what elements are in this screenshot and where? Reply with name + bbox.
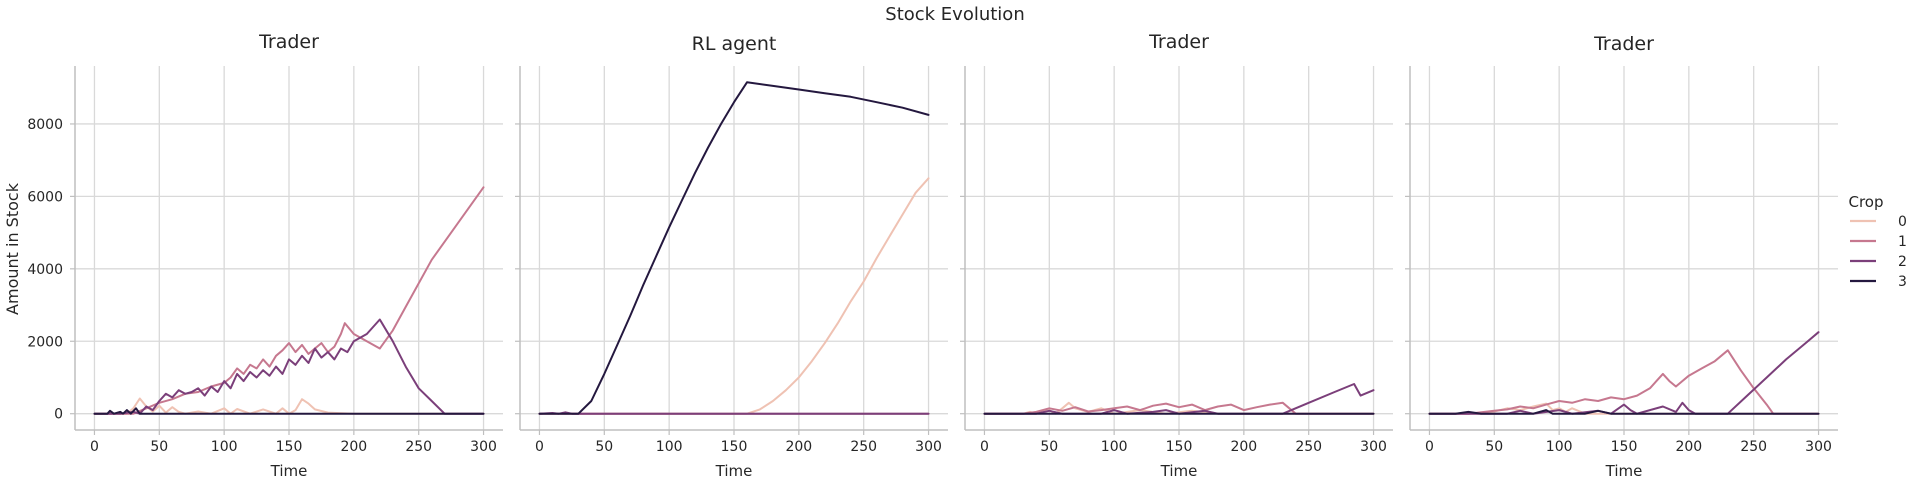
panel-title: Trader bbox=[1593, 33, 1654, 55]
x-tick-label: 200 bbox=[340, 439, 367, 455]
chart-panel-0: 0 50 100 150 200 250 300 0 2000 4000 6000 8000 Trade… bbox=[27, 31, 503, 480]
series-line-crop-3 bbox=[538, 81, 930, 415]
series-line-crop-3 bbox=[93, 407, 485, 415]
x-tick-label: 150 bbox=[276, 439, 303, 455]
x-tick-label: 200 bbox=[1675, 439, 1702, 455]
chart-panel-3: 0 50 100 150 200 250 300 Trader Time bbox=[1405, 33, 1838, 480]
chart-panels: 0 50 100 150 200 250 30002000400060008000Trade… bbox=[27, 31, 1838, 480]
x-tick-label: 250 bbox=[850, 439, 877, 455]
x-tick-label: 250 bbox=[405, 439, 432, 455]
legend-label-crop-2: 2 bbox=[1898, 254, 1907, 270]
figure-suptitle: Stock Evolution bbox=[885, 4, 1024, 25]
x-axis-label: Time bbox=[715, 462, 753, 480]
x-tick-label: 250 bbox=[1295, 439, 1322, 455]
series-line-crop-2 bbox=[93, 318, 485, 415]
legend-label-crop-3: 3 bbox=[1898, 274, 1907, 290]
x-tick-label: 300 bbox=[915, 439, 942, 455]
panel-title: RL agent bbox=[692, 33, 777, 55]
y-axis-label: Amount in Stock bbox=[3, 182, 22, 315]
x-tick-label: 50 bbox=[150, 439, 168, 455]
panel-title: Trader bbox=[258, 31, 319, 53]
x-tick-label: 0 bbox=[980, 439, 989, 455]
y-tick-label: 6000 bbox=[27, 189, 63, 205]
x-tick-label: 100 bbox=[1546, 439, 1573, 455]
legend-title: Crop bbox=[1848, 193, 1883, 211]
x-tick-label: 150 bbox=[1611, 439, 1638, 455]
chart-panel-1: 0 50 100 150 200 250 300 RL agent Time bbox=[515, 33, 948, 480]
x-tick-label: 0 bbox=[535, 439, 544, 455]
x-tick-label: 0 bbox=[1425, 439, 1434, 455]
x-tick-label: 300 bbox=[1805, 439, 1832, 455]
x-tick-label: 100 bbox=[656, 439, 683, 455]
x-tick-label: 150 bbox=[1166, 439, 1193, 455]
series-line-crop-2 bbox=[1428, 331, 1820, 415]
panel-title: Trader bbox=[1148, 31, 1209, 53]
x-axis-label: Time bbox=[1160, 462, 1198, 480]
y-tick-label: 4000 bbox=[27, 262, 63, 278]
x-tick-label: 50 bbox=[595, 439, 613, 455]
x-tick-label: 250 bbox=[1740, 439, 1767, 455]
x-tick-label: 50 bbox=[1040, 439, 1058, 455]
x-axis-label: Time bbox=[270, 462, 308, 480]
x-tick-label: 100 bbox=[1101, 439, 1128, 455]
series-line-crop-1 bbox=[983, 401, 1375, 415]
legend-label-crop-0: 0 bbox=[1898, 214, 1907, 230]
y-tick-label: 2000 bbox=[27, 334, 63, 350]
x-tick-label: 200 bbox=[785, 439, 812, 455]
x-axis-label: Time bbox=[1605, 462, 1643, 480]
x-tick-label: 150 bbox=[721, 439, 748, 455]
x-tick-label: 300 bbox=[1360, 439, 1387, 455]
series-line-crop-0 bbox=[538, 177, 930, 415]
series-line-crop-1 bbox=[1428, 349, 1820, 415]
series-line-crop-3 bbox=[1428, 409, 1820, 415]
y-tick-label: 0 bbox=[54, 407, 63, 423]
x-tick-label: 50 bbox=[1485, 439, 1503, 455]
y-tick-label: 8000 bbox=[27, 117, 63, 133]
series-line-crop-1 bbox=[93, 186, 485, 415]
chart-panel-2: 0 50 100 150 200 250 300 Trader Time bbox=[960, 31, 1393, 480]
legend-label-crop-1: 1 bbox=[1898, 234, 1907, 250]
x-tick-label: 300 bbox=[470, 439, 497, 455]
x-tick-label: 100 bbox=[211, 439, 238, 455]
x-tick-label: 200 bbox=[1230, 439, 1257, 455]
crop-legend: Crop 0 1 2 3 bbox=[1848, 193, 1906, 290]
x-tick-label: 0 bbox=[90, 439, 99, 455]
